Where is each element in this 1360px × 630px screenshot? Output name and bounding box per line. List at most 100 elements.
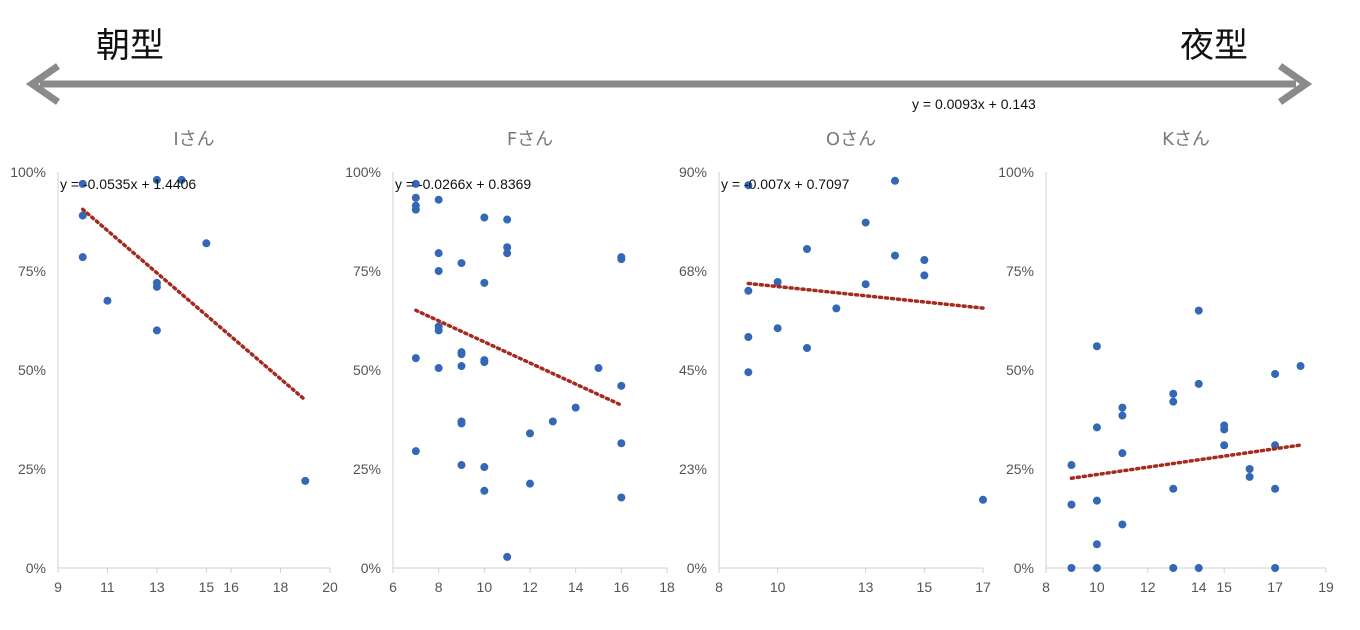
data-point (1092, 342, 1101, 351)
data-point (1271, 369, 1280, 378)
y-tick-label: 0% (1014, 560, 1034, 576)
data-point (457, 350, 466, 359)
data-point (1220, 425, 1229, 434)
data-point (457, 419, 466, 428)
y-tick-label: 100% (998, 164, 1034, 180)
x-tick-label: 6 (389, 579, 397, 595)
x-tick-label: 14 (1191, 579, 1207, 595)
data-point (1169, 389, 1178, 398)
data-point (1194, 564, 1203, 572)
data-point (979, 495, 987, 504)
data-point (773, 278, 782, 286)
trend-equation: y = -0.0535x + 1.4406 (60, 176, 196, 192)
data-point (1245, 472, 1254, 481)
data-point (1092, 540, 1101, 549)
y-tick-label: 50% (1006, 362, 1034, 378)
x-tick-label: 10 (770, 579, 786, 595)
data-point (457, 461, 466, 470)
data-point (594, 364, 603, 373)
data-point (1092, 496, 1101, 505)
trend-equation: y = -0.007x + 0.7097 (721, 176, 850, 192)
night-type-label: 夜型 (1180, 26, 1248, 66)
data-point (773, 324, 782, 333)
data-point (891, 176, 899, 185)
data-point (78, 211, 87, 220)
data-point (526, 429, 534, 438)
x-tick-label: 10 (477, 579, 493, 595)
data-point (920, 256, 929, 264)
data-point (861, 280, 870, 289)
y-tick-label: 68% (679, 263, 707, 279)
chart-title: Fさん (507, 129, 553, 150)
data-point (503, 243, 512, 252)
x-tick-label: 11 (100, 579, 115, 595)
data-point (1169, 564, 1178, 572)
arrow-right-head-icon (1278, 63, 1313, 105)
data-point (744, 181, 753, 190)
y-tick-label: 50% (18, 362, 46, 378)
x-tick-label: 14 (568, 579, 584, 595)
x-tick-label: 13 (858, 579, 874, 595)
x-tick-label: 16 (223, 579, 239, 595)
x-tick-label: 13 (149, 579, 165, 595)
data-point (548, 417, 557, 426)
data-point (832, 304, 841, 313)
data-point (1118, 520, 1127, 529)
x-tick-label: 12 (1140, 579, 1156, 595)
data-point (503, 552, 512, 561)
data-point (891, 251, 899, 260)
scatter-panel-3: Oさん 0% 23% 45% 68% 90% 8 10 13 15 17 y = -0.007x + … (679, 129, 991, 595)
x-tick-label: 17 (975, 579, 991, 595)
y-tick-label: 90% (679, 164, 707, 180)
x-tick-label: 8 (1042, 579, 1050, 595)
data-point (1169, 484, 1178, 493)
data-point (434, 267, 443, 275)
data-point (152, 326, 161, 335)
y-tick-label: 45% (679, 362, 707, 378)
y-tick-label: 23% (679, 461, 707, 477)
x-tick-label: 10 (1089, 579, 1105, 595)
x-tick-label: 15 (917, 579, 933, 595)
data-point (480, 213, 489, 222)
data-point (1118, 403, 1127, 412)
data-point (861, 218, 870, 227)
data-point (480, 463, 489, 472)
y-tick-label: 100% (10, 164, 46, 180)
data-point (920, 271, 929, 280)
morning-type-label: 朝型 (96, 26, 164, 66)
data-point (1245, 465, 1254, 473)
data-point (1296, 362, 1305, 371)
data-point (503, 215, 512, 224)
data-point (1271, 484, 1280, 493)
data-point (1067, 564, 1076, 572)
y-tick-label: 25% (1006, 461, 1034, 477)
y-tick-label: 75% (18, 263, 46, 279)
x-tick-label: 19 (1318, 579, 1334, 595)
data-point (1118, 449, 1127, 458)
x-tick-label: 20 (322, 579, 338, 595)
chart-title: Kさん (1162, 129, 1210, 150)
trend-line (746, 281, 985, 310)
data-point (617, 381, 626, 390)
data-point (571, 403, 580, 412)
x-tick-label: 8 (715, 579, 723, 595)
data-point (744, 368, 753, 377)
data-point (411, 193, 420, 202)
data-point (434, 364, 443, 373)
data-point (1092, 423, 1101, 432)
arrow-left-head-icon (25, 63, 60, 105)
scatter-panel-1: Iさん 0% 25% 50% 75% 100% 9 11 13 15 16 18 20 y = -0.05… (10, 129, 338, 595)
chart-title: Iさん (173, 129, 214, 150)
data-point (434, 326, 443, 335)
y-tick-label: 25% (353, 461, 381, 477)
data-point (480, 358, 489, 367)
data-point (1220, 441, 1229, 450)
data-point (434, 249, 443, 258)
y-tick-label: 25% (18, 461, 46, 477)
trend-line (1069, 443, 1303, 480)
y-tick-label: 50% (353, 362, 381, 378)
trend-line (80, 207, 308, 402)
data-point (78, 253, 87, 262)
